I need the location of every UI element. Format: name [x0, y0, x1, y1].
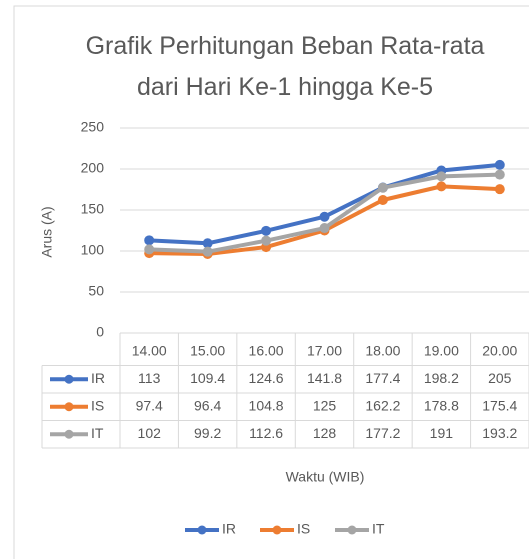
data-label: 162.2 — [365, 397, 400, 413]
table-key-marker — [64, 402, 74, 412]
data-point — [319, 223, 330, 234]
data-point — [261, 235, 272, 246]
y-tick-label: 50 — [88, 283, 104, 299]
legend-marker — [347, 525, 357, 535]
data-point — [494, 184, 505, 195]
table-series-name: IR — [91, 370, 105, 386]
data-label: 128 — [313, 425, 337, 441]
chart-title: Grafik Perhitungan Beban Rata-rata dari … — [85, 32, 485, 101]
data-label: 177.2 — [365, 425, 400, 441]
table-series-name: IT — [91, 425, 104, 441]
x-tick-label: 15.00 — [190, 342, 225, 358]
data-label: 205 — [488, 370, 512, 386]
data-point — [436, 181, 447, 192]
x-tick-label: 19.00 — [424, 342, 459, 358]
legend-label: IR — [222, 521, 236, 537]
data-label: 96.4 — [194, 397, 221, 413]
y-tick-label: 100 — [81, 242, 105, 258]
data-point — [436, 171, 447, 182]
legend-marker — [197, 525, 207, 535]
legend-label: IS — [297, 521, 310, 537]
data-point — [144, 244, 155, 255]
data-point — [261, 225, 272, 236]
data-label: 99.2 — [194, 425, 221, 441]
legend-label: IT — [372, 521, 385, 537]
x-tick-label: 14.00 — [132, 342, 167, 358]
data-label: 178.8 — [424, 397, 459, 413]
data-point — [494, 169, 505, 180]
data-label: 198.2 — [424, 370, 459, 386]
data-label: 124.6 — [249, 370, 284, 386]
data-label: 193.2 — [482, 425, 517, 441]
table-key-marker — [64, 374, 74, 384]
data-point — [202, 246, 213, 257]
x-tick-label: 20.00 — [482, 342, 517, 358]
table-series-name: IS — [91, 397, 104, 413]
data-point — [319, 211, 330, 222]
data-label: 191 — [430, 425, 454, 441]
y-tick-label: 200 — [81, 160, 105, 176]
data-label: 97.4 — [136, 397, 163, 413]
data-label: 113 — [138, 370, 161, 386]
y-axis-label: Arus (A) — [39, 206, 55, 257]
y-tick-label: 150 — [81, 201, 105, 217]
data-label: 125 — [313, 397, 337, 413]
x-tick-label: 17.00 — [307, 342, 342, 358]
data-point — [494, 159, 505, 170]
data-point — [144, 235, 155, 246]
data-label: 141.8 — [307, 370, 342, 386]
chart-border — [13, 5, 529, 559]
y-tick-label: 250 — [81, 119, 105, 135]
legend-marker — [272, 525, 282, 535]
x-axis-label: Waktu (WIB) — [286, 469, 365, 485]
data-label: 102 — [138, 425, 162, 441]
data-label: 104.8 — [249, 397, 284, 413]
data-point — [377, 182, 388, 193]
x-tick-label: 18.00 — [365, 342, 400, 358]
data-point — [202, 238, 213, 249]
data-label: 177.4 — [365, 370, 400, 386]
data-label: 112.6 — [249, 425, 283, 441]
data-label: 175.4 — [482, 397, 517, 413]
table-key-marker — [64, 429, 74, 439]
data-label: 109.4 — [190, 370, 225, 386]
x-tick-label: 16.00 — [249, 342, 284, 358]
y-tick-label: 0 — [96, 324, 104, 340]
data-point — [377, 194, 388, 205]
